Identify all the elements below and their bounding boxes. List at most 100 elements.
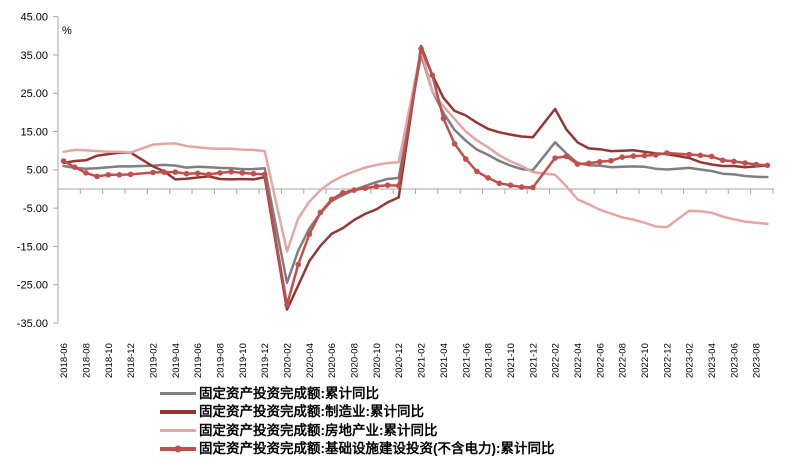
series-marker-3 <box>150 169 156 176</box>
series-marker-3 <box>239 170 246 176</box>
series-marker-3 <box>83 170 89 176</box>
series-marker-3 <box>518 184 525 190</box>
series-marker-3 <box>418 46 424 52</box>
legend-item-infrastructure: 固定资产投资完成额:基础设施建设投资(不含电力):累计同比 <box>160 440 554 459</box>
x-axis-label: 2022-04 <box>573 343 584 378</box>
series-marker-3 <box>395 182 402 189</box>
series-marker-3 <box>585 160 592 167</box>
y-axis-label: -35.00 <box>17 318 48 330</box>
series-marker-3 <box>719 157 726 164</box>
series-marker-3 <box>206 171 212 178</box>
series-marker-3 <box>116 172 123 178</box>
series-marker-3 <box>686 151 692 158</box>
legend-swatch-real-estate <box>160 428 196 432</box>
y-axis-label: 35.00 <box>20 50 48 62</box>
series-marker-3 <box>630 153 637 159</box>
series-marker-3 <box>608 157 614 164</box>
y-axis-label: 45.00 <box>20 11 48 23</box>
series-marker-3 <box>574 161 581 167</box>
series-marker-3 <box>72 164 78 170</box>
x-axis-label: 2020-08 <box>350 343 361 378</box>
legend-marker-dot <box>174 445 182 453</box>
series-marker-3 <box>507 182 514 188</box>
series-marker-3 <box>306 231 313 237</box>
x-axis-label: 2021-08 <box>484 343 495 378</box>
series-marker-3 <box>362 185 369 191</box>
legend-item-real-estate: 固定资产投资完成额:房地产业:累计同比 <box>160 421 554 440</box>
y-axis-label: -15.00 <box>17 241 48 253</box>
x-axis-label: 2021-12 <box>528 343 539 378</box>
x-axis-label: 2023-04 <box>707 343 718 378</box>
series-marker-3 <box>753 161 759 168</box>
legend-label-real-estate: 固定资产投资完成额:房地产业:累计同比 <box>199 422 438 438</box>
series-marker-3 <box>597 159 603 165</box>
chart-legend: 固定资产投资完成额:累计同比 固定资产投资完成额:制造业:累计同比 固定资产投资… <box>160 384 554 458</box>
series-marker-3 <box>60 158 67 164</box>
series-marker-3 <box>351 187 357 193</box>
series-marker-3 <box>328 196 335 203</box>
series-line-3 <box>62 47 769 307</box>
x-axis-label: 2022-12 <box>662 343 673 378</box>
series-marker-3 <box>619 154 625 160</box>
series-marker-3 <box>440 115 447 122</box>
series-marker-3 <box>641 152 648 159</box>
x-axis-label: 2023-02 <box>685 343 696 378</box>
y-axis-label: 25.00 <box>20 88 48 100</box>
x-axis-label: 2022-10 <box>640 343 651 378</box>
series-marker-3 <box>127 171 134 178</box>
series-marker-3 <box>217 170 223 176</box>
series-marker-3 <box>161 169 167 175</box>
x-axis-label: 2020-10 <box>372 343 383 378</box>
legend-label-fai-total: 固定资产投资完成额:累计同比 <box>199 385 379 401</box>
x-axis-label: 2018-12 <box>126 343 137 378</box>
series-marker-3 <box>183 170 190 177</box>
x-axis-label: 2019-02 <box>148 343 159 378</box>
series-marker-3 <box>105 172 112 178</box>
series-marker-3 <box>194 170 201 177</box>
series-marker-3 <box>94 173 100 180</box>
series-marker-3 <box>228 169 234 175</box>
x-axis-label: 2023-08 <box>752 343 763 378</box>
series-marker-3 <box>261 171 268 178</box>
series-marker-3 <box>697 152 704 159</box>
x-axis-label: 2019-10 <box>238 343 249 378</box>
series-marker-3 <box>474 168 480 175</box>
legend-swatch-manufacturing <box>160 410 196 414</box>
x-axis-label: 2020-04 <box>305 343 316 378</box>
series-marker-3 <box>530 184 536 191</box>
x-axis-label: 2022-08 <box>618 343 629 378</box>
series-marker-3 <box>172 169 179 175</box>
x-axis-label: 2018-06 <box>59 343 70 378</box>
x-axis-label: 2022-06 <box>595 343 606 378</box>
x-axis-label: 2019-06 <box>193 343 204 378</box>
x-axis-label: 2018-08 <box>81 343 92 378</box>
series-marker-3 <box>708 153 715 160</box>
series-marker-3 <box>764 162 771 169</box>
legend-item-manufacturing: 固定资产投资完成额:制造业:累计同比 <box>160 403 554 422</box>
series-marker-3 <box>317 209 324 216</box>
legend-swatch-infrastructure <box>160 445 196 453</box>
series-marker-3 <box>284 302 290 308</box>
series-marker-3 <box>742 160 748 166</box>
x-axis-label: 2021-10 <box>506 343 517 378</box>
y-axis-unit-label: % <box>62 25 72 37</box>
series-marker-3 <box>340 190 346 196</box>
x-axis-label: 2020-02 <box>283 343 294 378</box>
x-axis-label: 2019-08 <box>215 343 226 378</box>
line-chart-canvas: 45.00 35.00 25.00 15.00 5.00 -5.00 -15.00 -25.0… <box>17 11 774 378</box>
series-marker-3 <box>384 182 391 188</box>
x-axis-label: 2020-06 <box>327 343 338 378</box>
series-marker-3 <box>429 72 436 78</box>
x-axis-label: 2019-04 <box>171 343 182 378</box>
series-marker-3 <box>652 152 659 158</box>
x-axis-label: 2022-02 <box>551 343 562 378</box>
series-marker-3 <box>552 155 558 161</box>
x-axis-label: 2018-10 <box>104 343 115 378</box>
x-axis-label: 2021-06 <box>461 343 472 378</box>
y-axis-label: 15.00 <box>20 126 48 138</box>
y-axis-label: -5.00 <box>23 203 48 215</box>
series-marker-3 <box>485 175 491 181</box>
y-axis-label: -25.00 <box>17 280 48 292</box>
series-marker-3 <box>295 261 302 268</box>
series-marker-3 <box>373 183 380 190</box>
